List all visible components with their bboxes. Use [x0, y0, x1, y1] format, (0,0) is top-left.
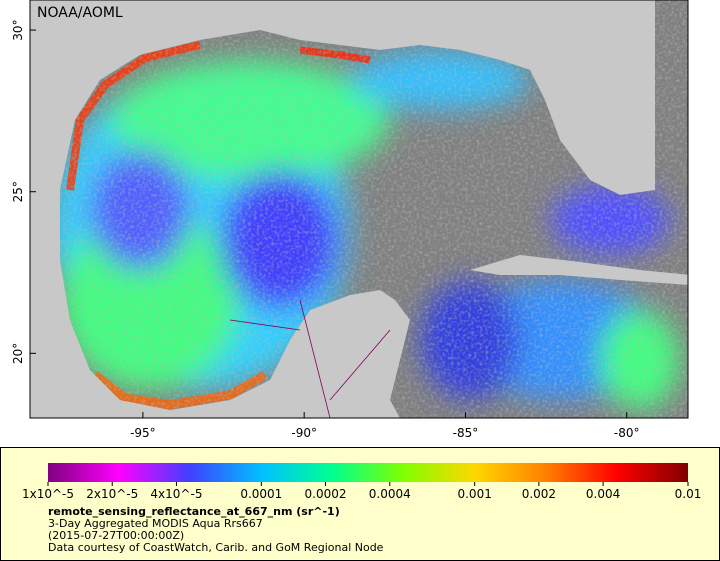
- colorbar-tick-label: 4x10^-5: [150, 487, 202, 501]
- colorbar-tick-label: 0.001: [457, 487, 491, 501]
- colorbar-tick-label: 0.0002: [305, 487, 347, 501]
- lon-tick-label: -80°: [614, 426, 640, 440]
- lat-tick-label: 25°: [11, 181, 25, 202]
- lon-tick-label: -95°: [130, 426, 156, 440]
- lat-tick-label: 20°: [11, 343, 25, 364]
- map-frame: [29, 0, 689, 419]
- borders: [229, 299, 391, 418]
- colorbar-tick-label: 0.004: [586, 487, 620, 501]
- colorbar-tick-label: 0.0001: [240, 487, 282, 501]
- colorbar: [48, 463, 688, 482]
- lon-tick-label: -90°: [291, 426, 317, 440]
- map-title: NOAA/AOML: [37, 5, 123, 21]
- colorbar-tick-label: 1x10^-5: [22, 487, 74, 501]
- cuba: [470, 255, 688, 285]
- lat-tick-label: 30°: [11, 19, 25, 40]
- legend-variable: remote_sensing_reflectance_at_667_nm (sr…: [48, 505, 340, 518]
- legend-credit: Data courtesy of CoastWatch, Carib. and …: [48, 541, 384, 554]
- colorbar-tick-label: 2x10^-5: [86, 487, 138, 501]
- colorbar-tick-label: 0.002: [522, 487, 556, 501]
- colorbar-tick-label: 0.01: [675, 487, 702, 501]
- legend-date: (2015-07-27T00:00:00Z): [48, 529, 184, 542]
- lon-tick-label: -85°: [453, 426, 479, 440]
- colorbar-tick-label: 0.0004: [369, 487, 411, 501]
- map-area: [30, 0, 688, 418]
- legend-description: 3-Day Aggregated MODIS Aqua Rrs667: [48, 517, 263, 530]
